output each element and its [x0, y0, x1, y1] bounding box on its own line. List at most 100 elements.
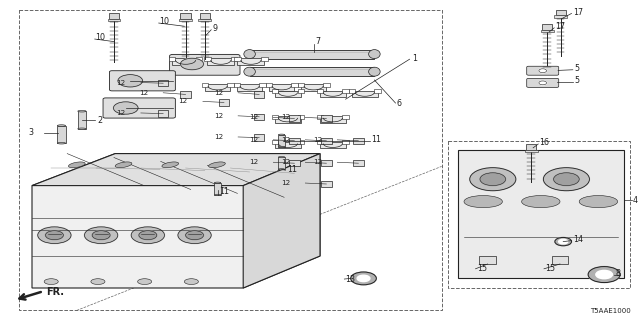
Bar [108, 19, 120, 21]
Bar [321, 138, 332, 144]
Circle shape [84, 227, 118, 244]
Bar [266, 83, 272, 87]
Bar [231, 57, 237, 61]
Bar [552, 256, 568, 264]
Text: 10: 10 [159, 17, 169, 26]
Bar [269, 84, 294, 91]
Ellipse shape [214, 194, 221, 196]
Text: 11: 11 [219, 187, 229, 196]
Bar [349, 89, 355, 93]
Circle shape [45, 231, 63, 240]
FancyBboxPatch shape [109, 71, 175, 91]
Text: FR.: FR. [46, 287, 64, 297]
Bar [261, 57, 268, 61]
FancyBboxPatch shape [170, 54, 240, 75]
Text: 12: 12 [214, 134, 223, 140]
Bar [158, 110, 168, 117]
Circle shape [596, 270, 612, 279]
Bar [254, 134, 264, 141]
Text: 11: 11 [371, 135, 381, 144]
Circle shape [351, 272, 376, 285]
Circle shape [357, 275, 370, 282]
Bar [19, 10, 442, 310]
Bar [234, 83, 240, 87]
Bar [214, 183, 221, 195]
Bar [250, 50, 374, 59]
Bar [342, 140, 349, 144]
Text: 12: 12 [281, 137, 290, 143]
Bar [180, 91, 191, 98]
Ellipse shape [78, 128, 86, 130]
Bar [200, 13, 210, 19]
Text: 11: 11 [287, 165, 297, 174]
Text: 12: 12 [116, 110, 125, 116]
Bar [542, 24, 552, 30]
Bar [272, 89, 278, 93]
Ellipse shape [369, 50, 380, 59]
Ellipse shape [115, 162, 132, 168]
Bar [556, 10, 566, 15]
Bar [541, 30, 554, 32]
Ellipse shape [369, 67, 380, 76]
Text: 14: 14 [573, 235, 583, 244]
Bar [320, 142, 346, 148]
Bar [448, 141, 630, 288]
Bar [158, 80, 168, 86]
Bar [317, 140, 323, 144]
Ellipse shape [44, 279, 58, 284]
Ellipse shape [68, 162, 85, 168]
Bar [342, 115, 349, 119]
Text: 12: 12 [313, 159, 322, 165]
Ellipse shape [58, 142, 65, 144]
Text: 5: 5 [575, 64, 580, 73]
Bar [301, 84, 326, 91]
Bar [172, 59, 199, 65]
Text: 9: 9 [212, 24, 218, 33]
Bar [320, 116, 346, 123]
Bar [317, 89, 323, 93]
Bar [205, 84, 230, 91]
Bar [275, 91, 301, 97]
FancyBboxPatch shape [527, 78, 559, 87]
Text: 12: 12 [281, 115, 290, 120]
Bar [254, 114, 264, 120]
Circle shape [113, 102, 138, 114]
Bar [353, 138, 364, 144]
Bar [298, 89, 304, 93]
Bar [109, 13, 119, 19]
Text: 5: 5 [575, 76, 580, 85]
Text: 15: 15 [545, 264, 556, 273]
Text: 12: 12 [249, 115, 258, 120]
Ellipse shape [278, 146, 285, 148]
Bar [275, 116, 301, 123]
Bar [554, 15, 567, 18]
Circle shape [543, 168, 589, 191]
Text: 7: 7 [315, 37, 320, 46]
Text: 12: 12 [281, 180, 290, 186]
Ellipse shape [244, 50, 255, 59]
Circle shape [92, 231, 110, 240]
Text: 12: 12 [249, 137, 258, 143]
Bar [198, 19, 211, 21]
Bar [298, 140, 304, 144]
Ellipse shape [91, 279, 105, 284]
Bar [298, 115, 304, 119]
Text: 2: 2 [97, 116, 102, 124]
Bar [278, 157, 285, 169]
Ellipse shape [464, 196, 502, 208]
Text: 16: 16 [540, 138, 550, 147]
Bar [458, 150, 624, 278]
Bar [169, 57, 175, 61]
Circle shape [554, 173, 579, 186]
Text: 15: 15 [477, 264, 487, 273]
Bar [352, 91, 378, 97]
Ellipse shape [244, 67, 255, 76]
Circle shape [38, 227, 71, 244]
Text: 12: 12 [214, 113, 223, 119]
FancyBboxPatch shape [103, 98, 175, 118]
Bar [479, 256, 496, 264]
Bar [234, 57, 241, 61]
Circle shape [539, 69, 547, 73]
Bar [320, 91, 346, 97]
Ellipse shape [278, 134, 285, 135]
